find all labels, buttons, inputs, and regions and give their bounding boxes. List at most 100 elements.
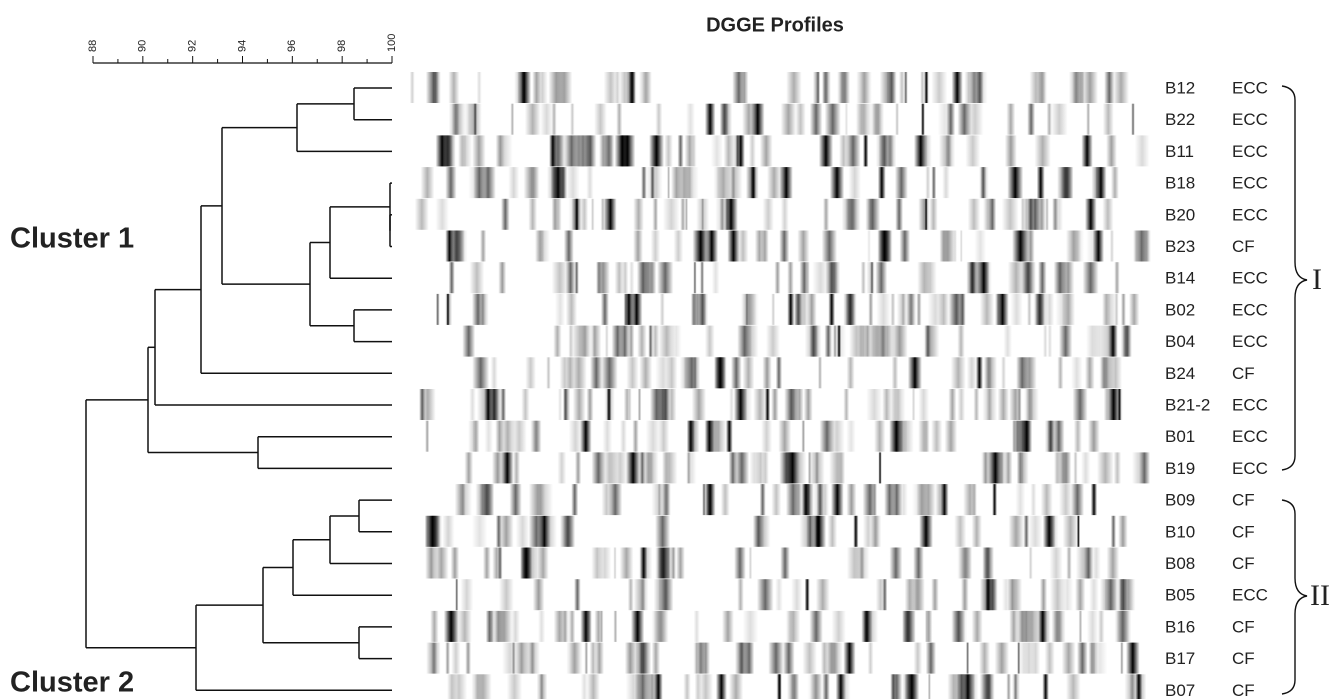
gel-band bbox=[544, 516, 557, 547]
gel-band bbox=[1010, 294, 1022, 325]
gel-band bbox=[925, 167, 930, 198]
gel-band bbox=[420, 389, 436, 420]
gel-band bbox=[880, 326, 894, 357]
gel-band bbox=[496, 611, 513, 642]
gel-band bbox=[1066, 674, 1081, 699]
gel-band bbox=[1086, 104, 1090, 135]
gel-band bbox=[680, 199, 685, 230]
gel-band bbox=[947, 674, 959, 699]
gel-band bbox=[1008, 262, 1025, 293]
gel-band bbox=[521, 72, 524, 103]
sample-id: B12 bbox=[1165, 78, 1195, 97]
gel-band bbox=[786, 72, 801, 103]
gel-band bbox=[510, 104, 514, 135]
gel-band bbox=[692, 135, 697, 166]
gel-band bbox=[605, 326, 609, 357]
gel-band bbox=[472, 357, 489, 388]
gel-band bbox=[1091, 484, 1097, 515]
gel-band bbox=[1003, 326, 1012, 357]
gel-band bbox=[749, 548, 753, 579]
gel-band bbox=[553, 326, 561, 357]
sample-id: B08 bbox=[1165, 554, 1195, 573]
sample-labels: B12ECCB22ECCB11ECCB18ECCB20ECCB23CFB14EC… bbox=[1165, 78, 1268, 699]
sample-id: B18 bbox=[1165, 174, 1195, 193]
gel-band bbox=[918, 421, 930, 452]
gel-band bbox=[445, 643, 450, 674]
sample-group: CF bbox=[1232, 364, 1255, 383]
bracket-label: II bbox=[1310, 579, 1330, 612]
gel-band bbox=[1048, 326, 1053, 357]
gel-band bbox=[938, 294, 949, 325]
gel-band bbox=[1043, 326, 1047, 357]
gel-band bbox=[818, 357, 822, 388]
gel-band bbox=[1063, 516, 1079, 547]
gel-band bbox=[694, 611, 700, 642]
gel-band bbox=[1051, 104, 1068, 135]
gel-band bbox=[931, 421, 942, 452]
sample-id: B22 bbox=[1165, 110, 1195, 129]
gel-band bbox=[631, 611, 644, 642]
gel-band bbox=[781, 104, 797, 135]
gel-band bbox=[760, 135, 773, 166]
gel-band bbox=[442, 135, 456, 166]
gel-band bbox=[1097, 452, 1114, 483]
gel-band bbox=[450, 231, 465, 262]
gel-band bbox=[601, 484, 611, 515]
gel-band bbox=[983, 452, 989, 483]
gel-band bbox=[1034, 294, 1045, 325]
gel-band bbox=[1079, 611, 1083, 642]
gel-band bbox=[935, 484, 944, 515]
gel-band bbox=[874, 421, 885, 452]
gel-band bbox=[410, 72, 415, 103]
gel-band bbox=[735, 643, 749, 674]
gel-band bbox=[983, 548, 990, 579]
gel-band bbox=[1081, 135, 1092, 166]
gel-band bbox=[866, 262, 875, 293]
gel-band bbox=[1024, 516, 1029, 547]
gel-band bbox=[882, 389, 891, 420]
gel-band bbox=[512, 643, 516, 674]
gel-band bbox=[1107, 548, 1120, 579]
gel-band bbox=[619, 135, 635, 166]
gel-band bbox=[539, 674, 543, 699]
gel-band bbox=[692, 389, 706, 420]
gel-band bbox=[1012, 231, 1029, 262]
gel-band bbox=[624, 294, 635, 325]
gel-band bbox=[785, 452, 799, 483]
gel-band bbox=[771, 484, 781, 515]
gel-band bbox=[693, 643, 707, 674]
gel-band bbox=[585, 611, 592, 642]
gel-band bbox=[678, 135, 684, 166]
gel-band bbox=[768, 643, 783, 674]
gel-band bbox=[599, 548, 612, 579]
sample-id: B16 bbox=[1165, 617, 1195, 636]
gel-band bbox=[778, 421, 791, 452]
gel-band bbox=[484, 421, 493, 452]
gel-band bbox=[895, 199, 903, 230]
gel-band bbox=[477, 72, 482, 103]
gel-band bbox=[1038, 199, 1046, 230]
gel-band bbox=[1059, 484, 1073, 515]
gel-band bbox=[729, 452, 737, 483]
gel-band bbox=[734, 389, 748, 420]
gel-band bbox=[832, 611, 846, 642]
gel-band bbox=[639, 357, 652, 388]
gel-band bbox=[594, 611, 602, 642]
gel-band bbox=[654, 674, 663, 699]
gel-band bbox=[781, 199, 789, 230]
gel-band bbox=[1008, 516, 1025, 547]
gel-band bbox=[584, 643, 588, 674]
gel-band bbox=[1045, 294, 1054, 325]
gel-band bbox=[724, 135, 734, 166]
gel-band bbox=[846, 135, 861, 166]
sample-group: ECC bbox=[1232, 332, 1268, 351]
gel-band bbox=[1139, 452, 1150, 483]
scale-label: 90 bbox=[137, 40, 149, 52]
gel-band bbox=[1057, 357, 1063, 388]
gel-band bbox=[566, 294, 577, 325]
gel-band bbox=[1114, 452, 1121, 483]
gel-band bbox=[716, 167, 731, 198]
gel-band bbox=[1110, 231, 1114, 262]
gel-band bbox=[633, 231, 643, 262]
gel-band bbox=[430, 611, 438, 642]
